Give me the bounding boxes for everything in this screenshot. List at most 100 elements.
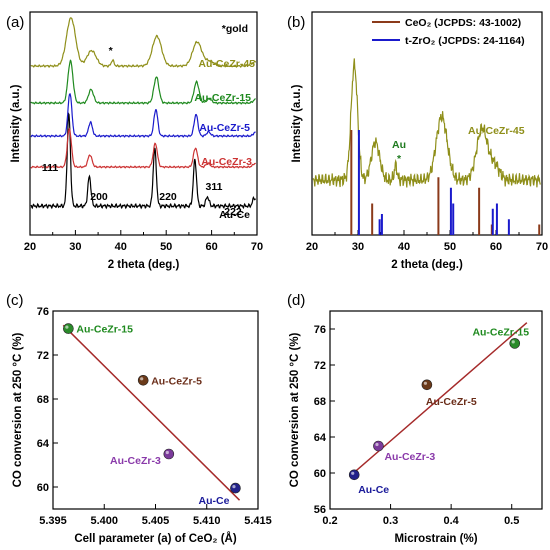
- y-axis-label: Intensity (a.u.): [291, 84, 303, 162]
- y-tick-label: 72: [37, 350, 49, 362]
- x-tick-label: 20: [24, 241, 36, 253]
- series-label: Au-CeZr-45: [468, 125, 525, 137]
- x-tick-label: 5.400: [90, 515, 118, 527]
- series-au-cezr-15: [30, 59, 256, 105]
- x-axis-label: Cell parameter (a) of CeO₂ (Å): [74, 532, 236, 545]
- series-label: Au-Ce: [219, 209, 250, 221]
- point-label: Au-CeZr-5: [426, 396, 477, 408]
- x-tick-label: 30: [352, 241, 364, 253]
- y-tick-label: 60: [37, 482, 49, 494]
- y-tick-label: 64: [314, 432, 327, 444]
- point-label: Au-CeZr-5: [151, 375, 202, 387]
- x-tick-label: 40: [398, 241, 410, 253]
- panel-label: (d): [287, 292, 305, 309]
- data-point: [137, 374, 149, 386]
- point-label: Au-CeZr-3: [384, 451, 435, 463]
- x-tick-label: 5.405: [142, 515, 170, 527]
- data-point: [373, 440, 384, 452]
- panel-d-frame: [329, 310, 543, 510]
- data-point-highlight: [165, 450, 169, 455]
- data-point-highlight: [232, 485, 236, 489]
- point-label: Au-CeZr-15: [472, 326, 529, 338]
- x-axis-label: 2 theta (deg.): [391, 259, 463, 271]
- x-tick-label: 5.410: [193, 515, 221, 527]
- y-tick-label: 76: [314, 324, 326, 336]
- series-label: Au-CeZr-45: [198, 58, 255, 70]
- peak-label: 220: [159, 191, 177, 203]
- x-tick-label: 50: [160, 241, 172, 253]
- data-point-highlight: [65, 325, 69, 329]
- data-point: [348, 469, 360, 481]
- y-axis-label: CO conversion at 250 °C (%): [289, 332, 301, 487]
- data-point: [163, 448, 175, 460]
- series-au-cezr-5: [30, 92, 256, 138]
- y-tick-label: 72: [314, 360, 326, 372]
- x-tick-label: 70: [536, 241, 548, 253]
- legend-entry: t-ZrO₂ (JCPDS: 24-1164): [405, 35, 525, 47]
- series-au-cezr-45: [30, 17, 257, 69]
- data-point: [63, 323, 74, 334]
- peak-label: 311: [206, 181, 223, 193]
- point-label: Au-Ce: [358, 484, 389, 496]
- x-tick-label: 0.3: [383, 515, 398, 527]
- y-tick-label: 56: [314, 504, 326, 516]
- point-label: Au-CeZr-3: [110, 455, 161, 467]
- series-label: Au-CeZr-5: [199, 122, 250, 134]
- point-label: Au-Ce: [199, 495, 230, 507]
- x-tick-label: 5.395: [39, 515, 67, 527]
- x-tick-label: 70: [251, 241, 263, 253]
- data-point-highlight: [140, 377, 144, 381]
- gold-marker: *: [109, 45, 114, 57]
- x-tick-label: 0.4: [443, 515, 459, 527]
- series-au-cezr-3: [30, 127, 257, 169]
- y-tick-label: 68: [37, 394, 49, 406]
- gold-legend: *gold: [222, 23, 248, 35]
- legend-entry: CeO₂ (JCPDS: 43-1002): [405, 17, 521, 29]
- x-tick-label: 40: [115, 241, 127, 253]
- x-tick-label: 5.415: [244, 515, 272, 527]
- peak-label: 200: [90, 191, 108, 203]
- data-point: [421, 379, 433, 391]
- fit-line: [62, 324, 241, 501]
- x-axis-label: Microstrain (%): [394, 533, 477, 545]
- panel-c-frame: [52, 310, 259, 510]
- x-tick-label: 30: [69, 241, 81, 253]
- data-point-highlight: [375, 442, 379, 447]
- x-axis-label: 2 theta (deg.): [108, 259, 180, 271]
- data-point: [509, 338, 521, 349]
- au-marker: *: [397, 153, 402, 165]
- data-point: [230, 482, 241, 494]
- panel-c: 5.395 5.400 5.405 5.410 5.415 60 64 68 72 76 Cell …: [6, 292, 272, 545]
- x-tick-label: 20: [306, 241, 318, 253]
- panel-a: 20 30 40 50 60 70 2 theta (deg.) Intensity (a.u…: [6, 11, 263, 271]
- y-tick-label: 64: [37, 438, 50, 450]
- y-axis-label: CO conversion at 250 °C (%): [12, 332, 24, 487]
- peak-label: 222: [224, 206, 242, 218]
- x-tick-label: 60: [205, 241, 217, 253]
- point-label: Au-CeZr-15: [76, 324, 133, 336]
- data-point-highlight: [351, 471, 355, 475]
- peak-label: 111: [42, 162, 59, 174]
- panel-label: (b): [287, 14, 305, 31]
- panel-label: (a): [6, 14, 24, 31]
- au-label: Au: [392, 139, 406, 151]
- series-label: Au-CeZr-15: [194, 92, 251, 104]
- panel-b: 20 30 40 50 60 70 2 theta (deg.) Intensity (a.u…: [287, 11, 548, 271]
- panel-label: (c): [6, 292, 24, 309]
- y-tick-label: 68: [314, 396, 326, 408]
- x-tick-label: 60: [490, 241, 502, 253]
- panel-d: 0.2 0.3 0.4 0.5 56 60 64 68 72 76 Microstrain (%) C…: [287, 292, 543, 545]
- y-tick-label: 76: [37, 306, 49, 318]
- y-tick-label: 60: [314, 468, 326, 480]
- series-label: Au-CeZr-3: [201, 156, 252, 168]
- y-axis-label: Intensity (a.u.): [10, 84, 22, 162]
- series-au-ce: [30, 111, 257, 210]
- x-tick-label: 0.2: [322, 515, 337, 527]
- data-point-highlight: [511, 340, 515, 344]
- data-point-highlight: [423, 381, 428, 385]
- x-tick-label: 50: [444, 241, 456, 253]
- x-tick-label: 0.5: [504, 515, 519, 527]
- series-au-cezr-45: [312, 58, 541, 188]
